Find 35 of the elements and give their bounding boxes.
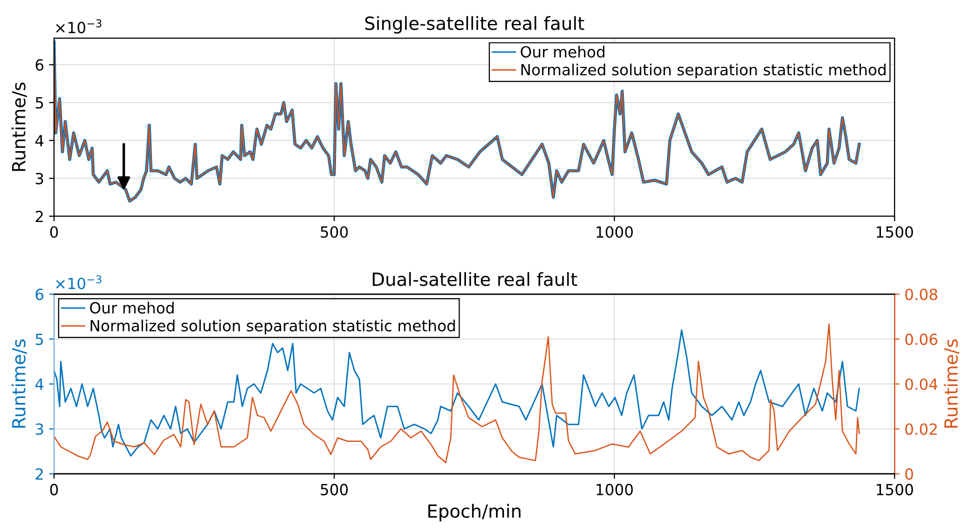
y-axis-title: Runtime/s <box>12 82 27 171</box>
y-tick-label: 6 <box>36 59 44 71</box>
x-tick-label: 1000 <box>596 484 633 496</box>
y2-tick-label: 0.04 <box>905 378 938 390</box>
y-tick-label: 4 <box>35 135 44 146</box>
y-axis-title: Runtime/s <box>12 339 27 428</box>
y2-axis-title: Runtime/s <box>944 339 960 428</box>
x-tick-label: 500 <box>320 484 348 496</box>
text: ×10$^{−3}$ <box>56 275 102 290</box>
legend-label: Our mehod <box>90 302 174 314</box>
y-tick-label: 5 <box>36 334 43 346</box>
x-tick-label: 1500 <box>876 484 913 496</box>
y-tick-label: 2 <box>36 210 43 222</box>
chart-title: Single-satellite real fault <box>365 16 584 34</box>
x-tick-label: 1000 <box>596 226 633 238</box>
text: ×10$^{−3}$ <box>56 19 102 34</box>
y2-tick-label: 0.08 <box>905 288 938 300</box>
x-tick-label: 1500 <box>876 226 913 238</box>
y2-tick-label: 0.02 <box>905 423 937 435</box>
y-tick-label: 3 <box>36 172 44 184</box>
x-tick-label: 0 <box>50 484 58 496</box>
x-tick-label: 500 <box>320 226 348 238</box>
y-tick-label: 5 <box>36 97 43 109</box>
y-tick-label: 2 <box>36 468 43 480</box>
y-tick-label: 6 <box>36 288 44 300</box>
y-tick-label: 3 <box>36 423 44 435</box>
y-tick-label: 4 <box>35 378 44 390</box>
y2-tick-label: 0.06 <box>905 334 938 346</box>
y2-tick-label: 0 <box>905 468 913 480</box>
legend-label: Normalized solution separation statistic method <box>521 64 886 78</box>
chart-title: Dual-satellite real fault <box>372 272 578 286</box>
x-axis-title: Epoch/min <box>428 504 520 522</box>
legend-label: Our mehod <box>520 46 604 58</box>
x-tick-label: 0 <box>50 226 58 238</box>
legend-label: Normalized solution separation statistic method <box>90 320 455 334</box>
